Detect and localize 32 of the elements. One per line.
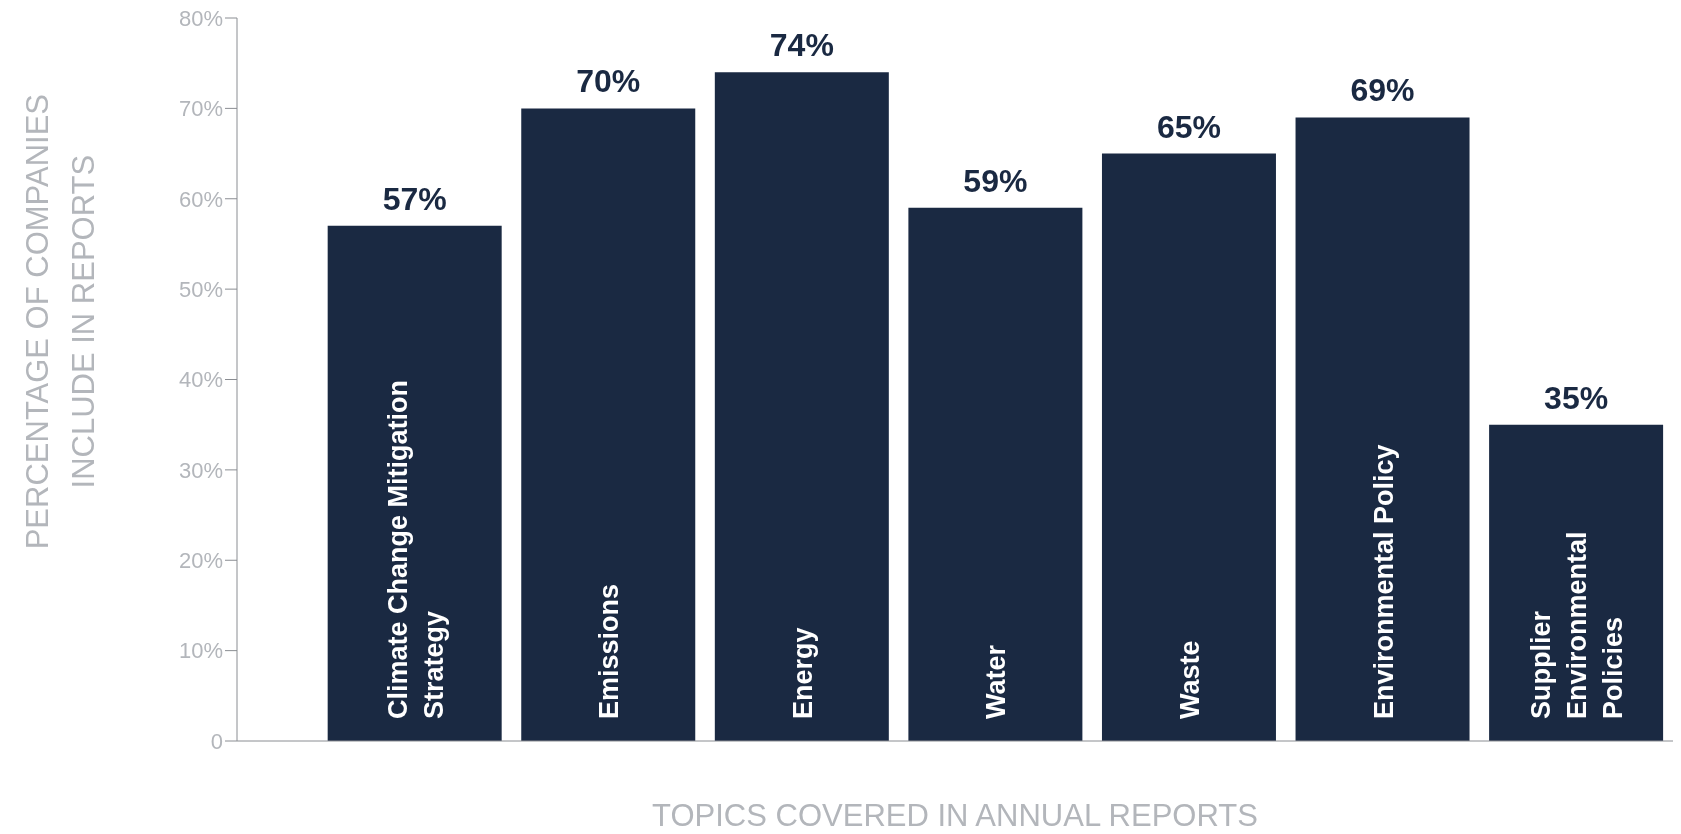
data-label: 74% — [769, 27, 834, 64]
bar — [1489, 424, 1664, 741]
y-tick-label: 10% — [178, 638, 223, 664]
data-label: 35% — [1544, 379, 1609, 416]
data-label: 65% — [1156, 108, 1221, 145]
data-label: 70% — [576, 63, 641, 100]
bar — [1295, 117, 1470, 741]
data-label: 57% — [382, 180, 447, 217]
y-tick-label: 20% — [178, 548, 223, 574]
y-tick-label: 0 — [210, 728, 223, 754]
x-tick-label: Supplier Environmental Policies — [1526, 531, 1629, 719]
y-tick-label: 50% — [178, 276, 223, 302]
data-label: 59% — [963, 162, 1028, 199]
bar — [327, 225, 502, 741]
y-tick-label: 60% — [178, 186, 223, 212]
data-label: 69% — [1350, 72, 1415, 109]
bar — [1101, 153, 1276, 741]
bar — [714, 72, 889, 741]
bar — [521, 108, 696, 741]
y-tick-label: 80% — [178, 5, 223, 31]
x-tick-label: Emissions — [594, 583, 625, 719]
y-tick-label: 70% — [178, 96, 223, 122]
x-tick-label: Environmental Policy — [1368, 444, 1399, 719]
y-tick-label: 40% — [178, 367, 223, 393]
bar — [908, 207, 1083, 741]
x-tick-label: Climate Change Mitigation Strategy — [382, 379, 449, 719]
x-tick-label: Energy — [787, 627, 818, 719]
y-axis-title: PERCENTAGE OF COMPANIES INCLUDE IN REPORTS — [20, 94, 101, 550]
x-tick-label: Water — [981, 644, 1012, 719]
y-tick-label: 30% — [178, 457, 223, 483]
x-axis-title: TOPICS COVERED IN ANNUAL REPORTS — [652, 798, 1258, 833]
x-tick-label: Waste — [1174, 640, 1205, 719]
